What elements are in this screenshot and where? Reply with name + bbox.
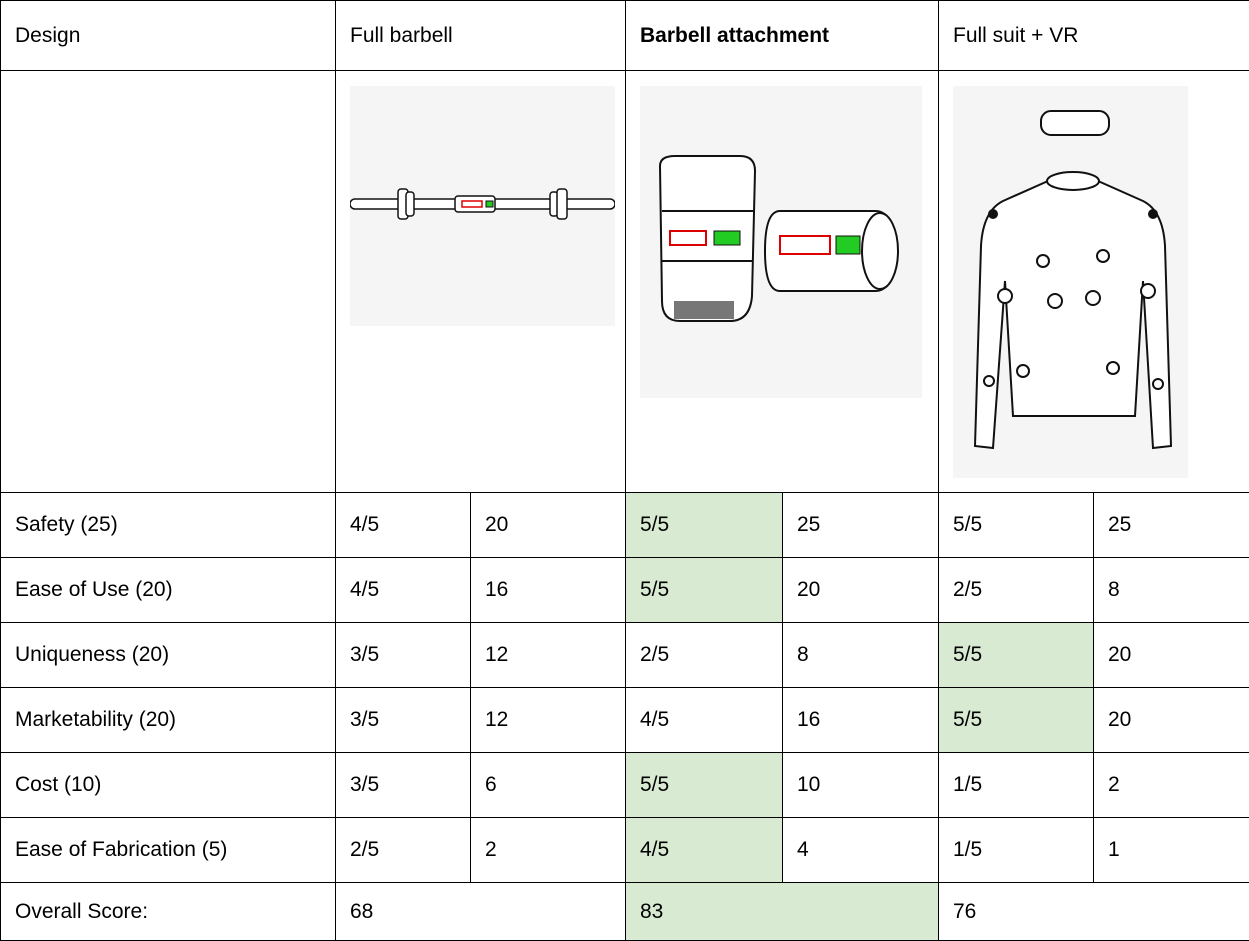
- rating: 4/5: [336, 493, 471, 558]
- score: 20: [471, 493, 626, 558]
- header-cell: Full suit + VR: [939, 1, 1249, 71]
- rating: 5/5: [939, 623, 1094, 688]
- criterion: Safety (25): [1, 493, 336, 558]
- attachment-sketch: [640, 86, 922, 398]
- overall-label: Overall Score:: [1, 883, 336, 941]
- score: 16: [471, 558, 626, 623]
- score: 16: [783, 688, 939, 753]
- rating: 4/5: [626, 818, 783, 883]
- criterion: Ease of Fabrication (5): [1, 818, 336, 883]
- rating: 3/5: [336, 623, 471, 688]
- criterion: Ease of Use (20): [1, 558, 336, 623]
- header-cell: Full barbell: [336, 1, 626, 71]
- criterion: Uniqueness (20): [1, 623, 336, 688]
- suit-sketch: [953, 86, 1188, 478]
- score: 6: [471, 753, 626, 818]
- score: 2: [1094, 753, 1249, 818]
- rating: 4/5: [336, 558, 471, 623]
- image-cell: [336, 71, 626, 493]
- score: 20: [1094, 623, 1249, 688]
- score: 4: [783, 818, 939, 883]
- image-row: [1, 71, 1249, 493]
- score: 1: [1094, 818, 1249, 883]
- rating: 2/5: [336, 818, 471, 883]
- header-cell: Design: [1, 1, 336, 71]
- score: 8: [783, 623, 939, 688]
- score: 25: [783, 493, 939, 558]
- rating: 5/5: [626, 753, 783, 818]
- rating: 3/5: [336, 753, 471, 818]
- rating: 5/5: [626, 493, 783, 558]
- image-cell: [939, 71, 1249, 493]
- overall-score: 76: [939, 883, 1249, 941]
- header-row: Design Full barbell Barbell attachment F…: [1, 1, 1249, 71]
- rating: 3/5: [336, 688, 471, 753]
- empty-cell: [1, 71, 336, 493]
- overall-row: Overall Score: 68 83 76: [1, 883, 1249, 941]
- score: 12: [471, 688, 626, 753]
- criterion: Cost (10): [1, 753, 336, 818]
- rating: 5/5: [939, 493, 1094, 558]
- rating: 5/5: [626, 558, 783, 623]
- rating: 5/5: [939, 688, 1094, 753]
- image-cell: [626, 71, 939, 493]
- header-cell: Barbell attachment: [626, 1, 939, 71]
- score: 20: [783, 558, 939, 623]
- rating: 2/5: [939, 558, 1094, 623]
- rating: 2/5: [626, 623, 783, 688]
- score: 25: [1094, 493, 1249, 558]
- overall-score: 83: [626, 883, 939, 941]
- score: 10: [783, 753, 939, 818]
- rating: 4/5: [626, 688, 783, 753]
- score: 12: [471, 623, 626, 688]
- overall-score: 68: [336, 883, 626, 941]
- criterion: Marketability (20): [1, 688, 336, 753]
- score: 8: [1094, 558, 1249, 623]
- rating: 1/5: [939, 753, 1094, 818]
- score: 2: [471, 818, 626, 883]
- barbell-sketch: [350, 86, 615, 326]
- score: 20: [1094, 688, 1249, 753]
- rating: 1/5: [939, 818, 1094, 883]
